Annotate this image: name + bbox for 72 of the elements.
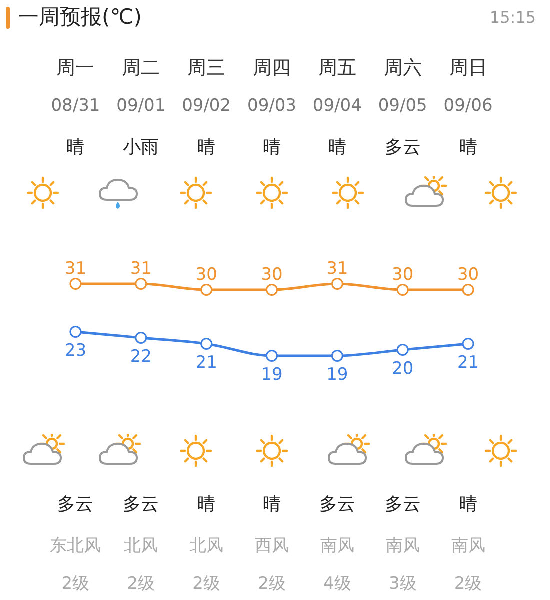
text: 08/31 (51, 96, 100, 116)
text: 09/02 (182, 96, 232, 116)
text: 晴 (198, 137, 216, 158)
text: 多云 (384, 494, 421, 515)
point (200, 284, 213, 296)
point (331, 278, 344, 290)
text: 2级 (454, 574, 482, 594)
data-label: 22 (130, 347, 152, 367)
text: 2级 (127, 574, 156, 594)
data-label: 31 (326, 259, 348, 279)
text: 东北风 (50, 536, 102, 556)
text: 西风 (255, 536, 289, 556)
text: 南风 (451, 536, 486, 556)
chart-title: 一周预报(℃) (18, 4, 142, 31)
text: 南风 (386, 536, 420, 556)
text: 晴 (328, 137, 346, 158)
text: 多云 (319, 494, 356, 515)
x-tick-label: 周五 (318, 57, 356, 79)
data-label: 21 (457, 353, 480, 373)
x-tick-label: 周二 (122, 57, 160, 79)
text: 09/03 (248, 96, 296, 116)
point (70, 278, 82, 290)
text: 2级 (62, 574, 90, 594)
data-label: 19 (261, 365, 283, 385)
x-tick-label: 周日 (449, 57, 488, 79)
text: 晴 (263, 137, 281, 158)
point (70, 326, 82, 338)
text: 2级 (258, 574, 286, 594)
point (135, 278, 148, 290)
text: 北风 (190, 536, 224, 556)
text: 15:15 (490, 8, 536, 27)
point (331, 350, 344, 362)
text: 晴 (66, 137, 85, 158)
data-label: 30 (261, 265, 283, 285)
text: 晴 (459, 137, 478, 158)
x-tick-label: 周四 (253, 57, 291, 79)
point (266, 284, 278, 296)
point (396, 284, 409, 296)
text: 2级 (192, 574, 220, 594)
text: 3级 (388, 574, 417, 594)
text: 多云 (58, 494, 94, 515)
data-label: 30 (196, 265, 218, 285)
data-label: 23 (64, 341, 87, 361)
data-label: 30 (392, 265, 414, 285)
x-tick-label: 周一 (56, 57, 95, 79)
text: 09/06 (444, 96, 493, 116)
text: 小雨 (123, 137, 160, 158)
text: 09/01 (116, 96, 166, 116)
text: 南风 (320, 536, 354, 556)
text: 09/04 (312, 96, 362, 116)
text: 多云 (384, 137, 421, 158)
text: 晴 (263, 494, 281, 515)
text: 北风 (124, 536, 158, 556)
x-tick-label: 周六 (384, 57, 422, 79)
text: 晴 (198, 494, 216, 515)
point (135, 332, 148, 344)
x-tick-label: 周三 (188, 57, 226, 79)
point (396, 344, 409, 356)
point (200, 338, 213, 350)
data-label: 30 (457, 265, 480, 285)
point (462, 338, 474, 350)
data-label: 21 (196, 353, 218, 373)
data-label: 31 (130, 259, 152, 279)
data-label: 19 (326, 365, 348, 385)
point (266, 350, 278, 362)
text: 09/05 (378, 96, 428, 116)
text: 晴 (459, 494, 478, 515)
data-label: 31 (64, 259, 87, 279)
text: 多云 (123, 494, 160, 515)
point (462, 284, 474, 296)
text: 4级 (324, 574, 352, 594)
data-label: 20 (392, 359, 414, 379)
